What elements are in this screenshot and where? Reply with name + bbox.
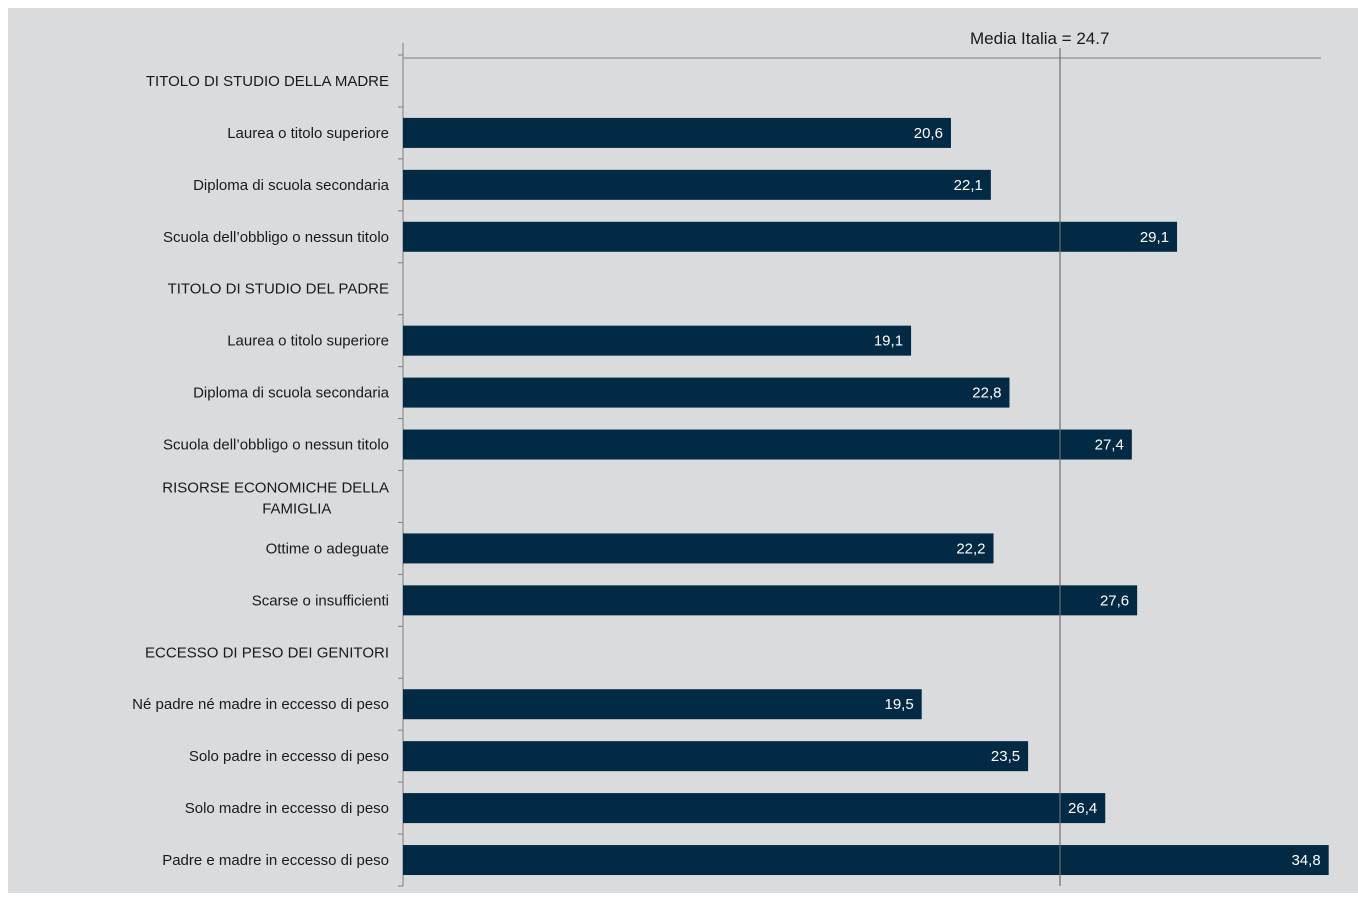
category-label: Scuola dell’obbligo o nessun titolo [163,229,389,246]
category-label: Laurea o titolo superiore [227,333,389,350]
bar-value-label: 27,4 [1095,437,1124,454]
bar-value-label: 29,1 [1140,229,1169,246]
category-label: Padre e madre in eccesso di peso [162,852,389,869]
chart-container: TITOLO DI STUDIO DELLA MADRE Laurea o tit… [8,8,1358,893]
bar [403,169,991,200]
bar-value-label: 22,1 [954,177,983,194]
section-header-label: TITOLO DI STUDIO DELLA MADRE [146,73,389,90]
bar [403,533,994,564]
bar-value-label: 27,6 [1100,592,1129,609]
bar [403,793,1106,824]
category-label: Laurea o titolo superiore [227,125,389,142]
bar [403,117,951,148]
section-header-label: ECCESSO DI PESO DEI GENITORI [145,644,389,661]
bar [403,325,912,356]
bar-value-label: 22,8 [972,385,1001,402]
bar [403,377,1010,408]
section-header-label: TITOLO DI STUDIO DEL PADRE [168,281,389,298]
bar [403,221,1178,252]
category-label: Solo madre in eccesso di peso [185,800,389,817]
category-label: Né padre né madre in eccesso di peso [132,696,389,713]
bar-chart: TITOLO DI STUDIO DELLA MADRE Laurea o tit… [132,29,1329,887]
bar-value-label: 34,8 [1291,852,1320,869]
category-label: Ottime o adeguate [266,540,389,557]
bar-value-label: 20,6 [914,125,943,142]
reference-line-label: Media Italia = 24.7 [970,29,1109,48]
category-label: Diploma di scuola secondaria [193,385,390,402]
section-header-label: RISORSE ECONOMICHE DELLA FAMIGLIA [162,479,389,517]
bar [403,429,1132,460]
bar-value-label: 19,1 [874,333,903,350]
category-label: Solo padre in eccesso di peso [189,748,389,765]
bar [403,585,1138,616]
bar-value-label: 23,5 [991,748,1020,765]
category-label: Scuola dell’obbligo o nessun titolo [163,437,389,454]
bar [403,689,922,720]
category-label: Diploma di scuola secondaria [193,177,390,194]
bar [403,741,1029,772]
bar-value-label: 19,5 [884,696,913,713]
category-label: Scarse o insufficienti [252,592,389,609]
bar [403,845,1329,876]
bar-value-label: 22,2 [956,540,985,557]
bar-value-label: 26,4 [1068,800,1097,817]
